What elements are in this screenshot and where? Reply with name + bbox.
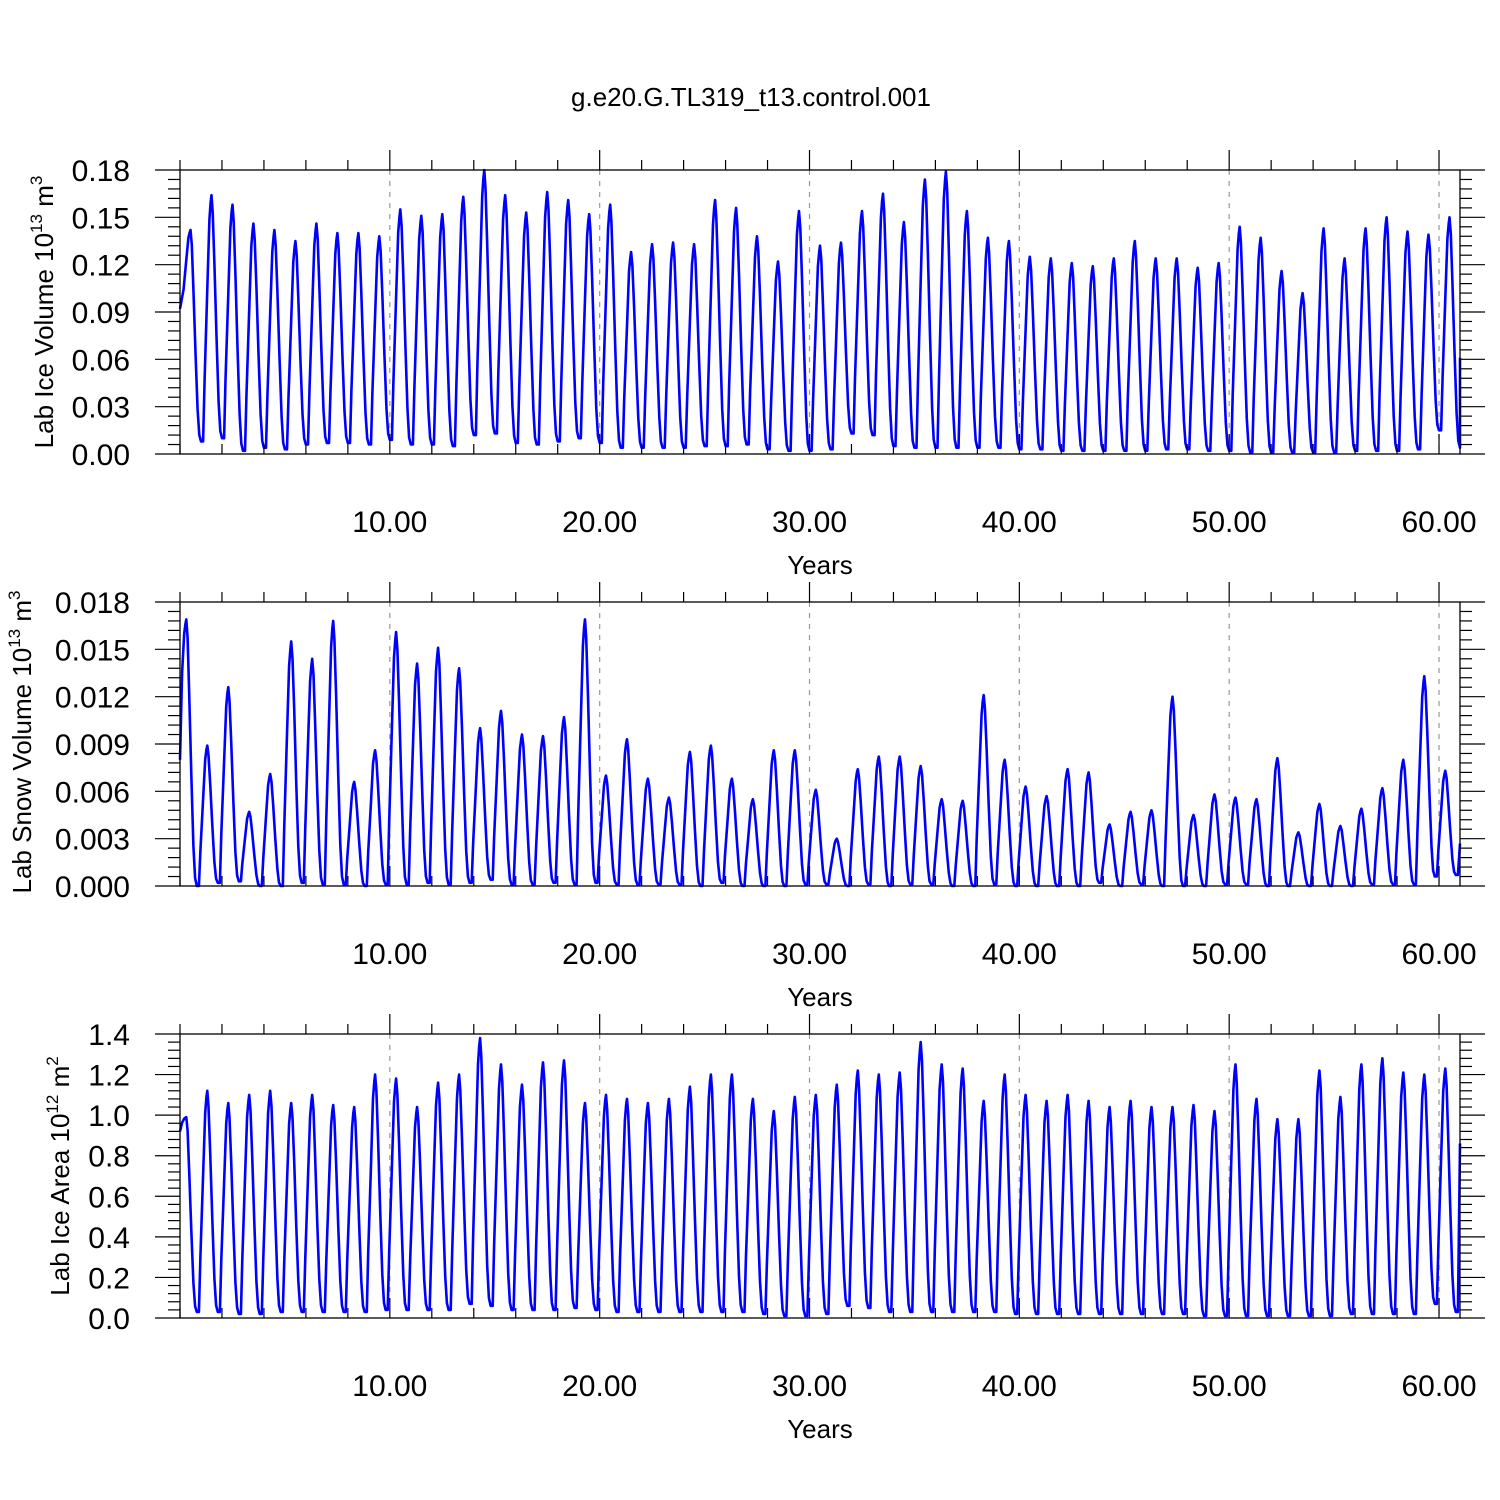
series-line <box>178 618 1462 888</box>
x-tick-label: 30.00 <box>772 506 847 539</box>
figure-title: g.e20.G.TL319_t13.control.001 <box>571 82 931 112</box>
y-axis-label-text: Lab Snow Volume 10 <box>7 648 37 894</box>
y-axis-label-exponent: 13 <box>27 214 46 233</box>
y-axis-label: Lab Ice Area 1012 m2 <box>43 1056 75 1295</box>
x-tick-label: 40.00 <box>982 506 1057 539</box>
y-tick-label: 0.06 <box>72 344 130 377</box>
x-tick-label: 60.00 <box>1401 506 1476 539</box>
y-tick-label: 1.4 <box>88 1019 130 1052</box>
y-tick-label: 0.006 <box>55 776 130 809</box>
y-tick-label: 0.6 <box>88 1181 130 1214</box>
x-tick-label: 20.00 <box>562 506 637 539</box>
x-tick-label: 30.00 <box>772 1370 847 1403</box>
y-axis-label-text: Lab Ice Volume 10 <box>29 233 59 448</box>
x-axis-label: Years <box>787 550 853 580</box>
y-tick-label: 0.000 <box>55 871 130 904</box>
y-tick-label: 0.15 <box>72 202 130 235</box>
chart-panel-1: 0.00 0.03 0.06 0.09 0.12 0.15 0.18 10.00 20.00 30… <box>27 150 1485 580</box>
x-tick-label: 10.00 <box>352 506 427 539</box>
x-tick-label: 30.00 <box>772 938 847 971</box>
y-axis-label-unit: m <box>7 600 37 629</box>
y-tick-label: 0.03 <box>72 392 130 425</box>
x-tick-label: 50.00 <box>1192 938 1267 971</box>
y-tick-label: 0.00 <box>72 439 130 472</box>
y-tick-label: 0.015 <box>55 634 130 667</box>
y-tick-label: 0.0 <box>88 1303 130 1336</box>
x-tick-label: 50.00 <box>1192 506 1267 539</box>
plot-frame <box>179 1033 1461 1319</box>
x-axis-label: Years <box>787 1414 853 1444</box>
y-tick-label: 1.0 <box>88 1100 130 1133</box>
y-tick-label: 0.009 <box>55 729 130 762</box>
y-axis-label-unit-exponent: 3 <box>5 590 24 599</box>
y-tick-label: 0.003 <box>55 824 130 857</box>
y-axis-label-unit: m <box>45 1066 75 1095</box>
y-tick-label: 0.012 <box>55 682 130 715</box>
y-tick-label: 0.018 <box>55 587 130 620</box>
y-axis-label-exponent: 12 <box>43 1095 62 1114</box>
y-tick-label: 0.8 <box>88 1141 130 1174</box>
x-tick-label: 60.00 <box>1401 938 1476 971</box>
x-tick-label: 40.00 <box>982 1370 1057 1403</box>
y-axis-label: Lab Ice Volume 1013 m3 <box>27 176 59 449</box>
x-tick-label: 60.00 <box>1401 1370 1476 1403</box>
x-tick-label: 10.00 <box>352 1370 427 1403</box>
y-tick-label: 0.18 <box>72 155 130 188</box>
series-line <box>178 1036 1462 1318</box>
y-tick-label: 0.12 <box>72 250 130 283</box>
x-axis-label: Years <box>787 982 853 1012</box>
y-tick-label: 1.2 <box>88 1060 130 1093</box>
y-tick-label: 0.2 <box>88 1262 130 1295</box>
x-tick-label: 40.00 <box>982 938 1057 971</box>
chart-panel-3: 0.0 0.2 0.4 0.6 0.8 1.0 1.2 1.4 10.00 20.00 30.00 4… <box>43 1014 1485 1444</box>
y-tick-label: 0.4 <box>88 1222 130 1255</box>
y-axis-label-unit: m <box>29 185 59 214</box>
y-axis-label-exponent: 13 <box>5 629 24 648</box>
y-axis-label-text: Lab Ice Area 10 <box>45 1114 75 1296</box>
x-tick-label: 10.00 <box>352 938 427 971</box>
y-axis-label-unit-exponent: 2 <box>43 1056 62 1065</box>
chart-panel-2: 0.000 0.003 0.006 0.009 0.012 0.015 0.018 10.00… <box>5 582 1485 1012</box>
x-tick-label: 20.00 <box>562 1370 637 1403</box>
y-axis-label: Lab Snow Volume 1013 m3 <box>5 590 37 893</box>
y-tick-label: 0.09 <box>72 297 130 330</box>
series-line <box>178 168 1462 454</box>
x-tick-label: 20.00 <box>562 938 637 971</box>
x-tick-label: 50.00 <box>1192 1370 1267 1403</box>
y-axis-label-unit-exponent: 3 <box>27 176 46 185</box>
